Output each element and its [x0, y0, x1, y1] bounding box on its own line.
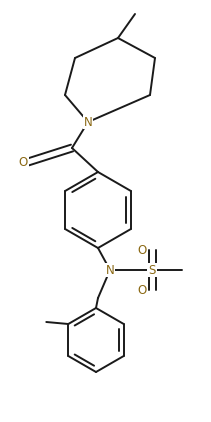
Text: N: N: [84, 116, 92, 129]
Text: O: O: [18, 155, 28, 168]
Text: S: S: [148, 263, 156, 276]
Text: O: O: [137, 243, 147, 257]
Text: N: N: [106, 263, 114, 276]
Text: O: O: [137, 284, 147, 297]
